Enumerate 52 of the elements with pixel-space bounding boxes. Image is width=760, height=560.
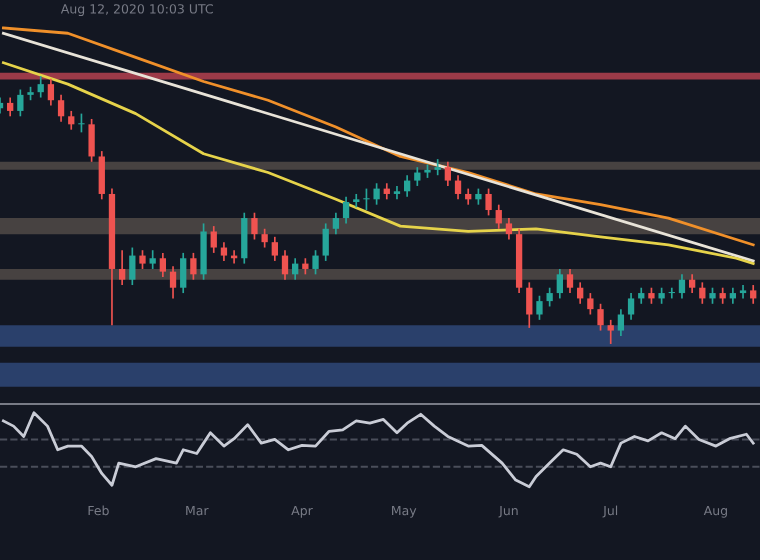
candlestick (37, 75, 44, 99)
candlestick (536, 294, 543, 321)
candlestick (505, 217, 513, 241)
candlestick (180, 252, 187, 294)
candlestick (739, 284, 747, 300)
candlestick (78, 112, 85, 134)
candlestick (7, 96, 14, 118)
candlestick (393, 185, 401, 201)
candlestick (688, 273, 696, 294)
candlestick (47, 77, 55, 107)
candlestick (241, 211, 248, 265)
candlestick (617, 308, 625, 337)
candlestick (332, 211, 340, 235)
candlestick (566, 268, 574, 294)
candlestick (607, 319, 614, 345)
candlestick (434, 158, 441, 177)
candlestick (118, 249, 126, 286)
candlestick (546, 286, 553, 308)
candlestick (444, 160, 452, 187)
candlestick (17, 88, 24, 118)
candlestick (261, 227, 268, 249)
candlestick (627, 292, 635, 321)
candlestick (485, 187, 492, 217)
candlestick (587, 292, 594, 316)
candlestick (556, 268, 563, 300)
candlestick (312, 249, 319, 276)
candlestick (342, 195, 350, 225)
candlestick (414, 166, 421, 187)
candlestick (271, 235, 278, 262)
candlestick (57, 94, 65, 123)
candlestick (220, 241, 228, 262)
candlestick (251, 211, 258, 241)
candlestick (139, 249, 146, 270)
candlestick (210, 225, 217, 254)
candlestick (678, 273, 686, 300)
candlestick (68, 110, 75, 131)
candlestick (597, 302, 604, 332)
candlestick (88, 118, 95, 163)
candlestick (526, 281, 533, 329)
candlestick (200, 222, 207, 281)
candlestick (322, 222, 329, 262)
candlestick (750, 284, 757, 305)
candlestick (495, 203, 502, 230)
candlestick (98, 150, 105, 201)
candlestick (454, 174, 462, 201)
candlestick (129, 246, 136, 286)
candlestick (159, 252, 167, 278)
candlestick (281, 249, 289, 281)
candlestick (169, 265, 177, 300)
candlestick (353, 193, 360, 209)
candlestick (149, 249, 156, 270)
candlestick (190, 252, 197, 281)
